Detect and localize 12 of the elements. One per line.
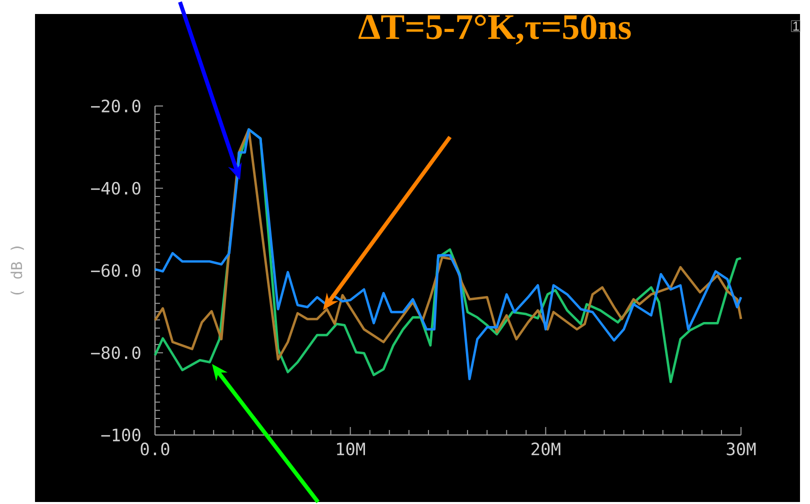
x-tick-label: 30M — [726, 442, 756, 456]
y-tick-label: −80.0 — [91, 346, 140, 360]
y-tick-label: −60.0 — [91, 264, 140, 277]
x-tick-label: 0.0 — [140, 442, 170, 456]
chart-title: ΔT=5-7°K,τ=50ns — [358, 14, 631, 44]
x-tick-label: 20M — [532, 442, 560, 456]
x-tick-label: 10M — [337, 442, 365, 456]
y-tick-label: −20.0 — [91, 100, 140, 112]
y-tick-label: −40.0 — [91, 182, 140, 195]
y-axis-title: ( dB ) — [10, 246, 24, 294]
y-tick-label: −100 — [101, 428, 140, 442]
text: 1 — [793, 22, 799, 31]
